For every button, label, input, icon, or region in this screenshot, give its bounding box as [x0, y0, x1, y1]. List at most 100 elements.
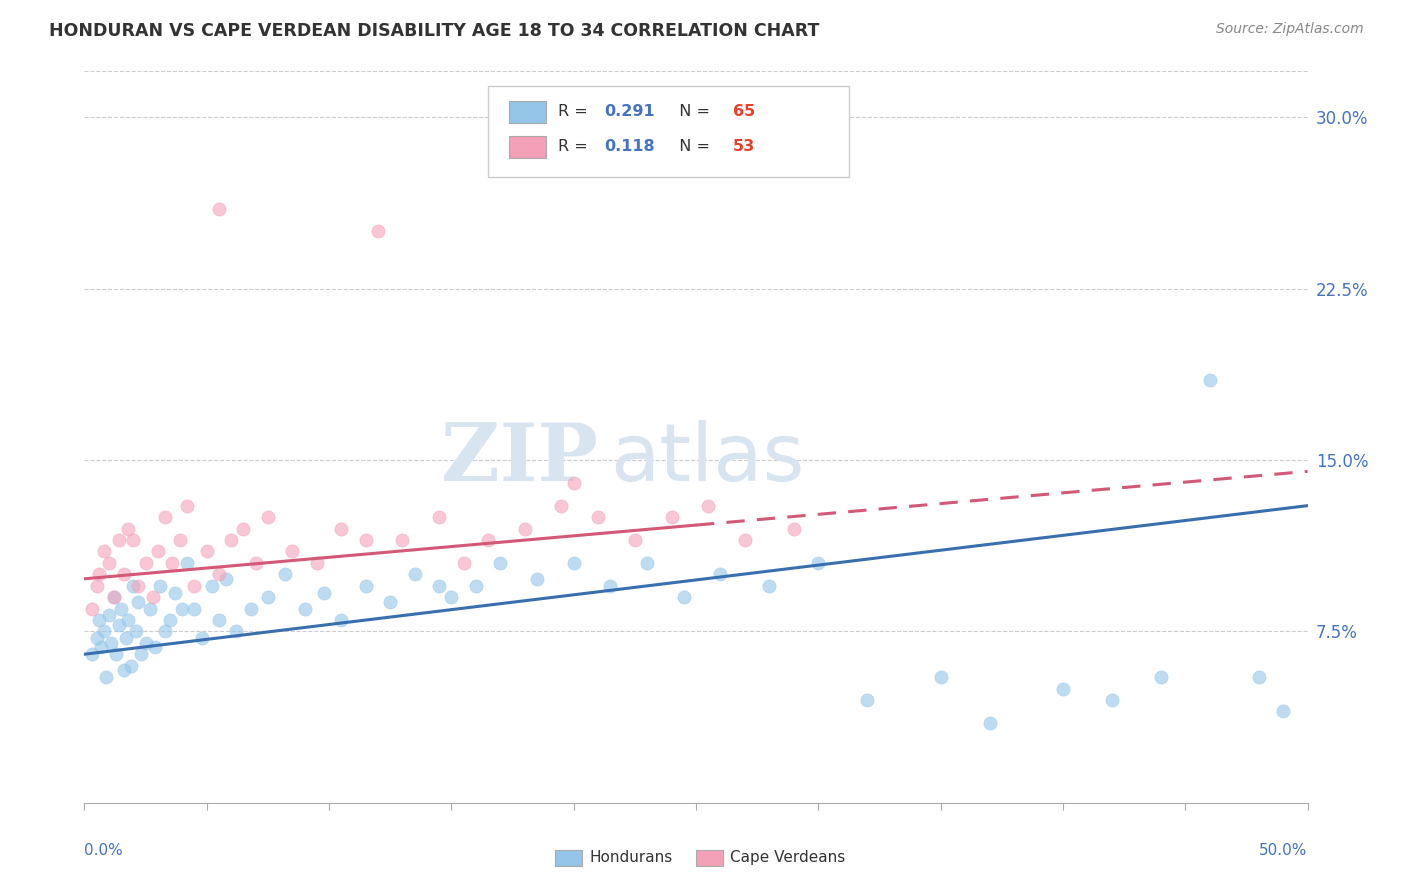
- Point: [856, 693, 879, 707]
- Point: [97, 556, 120, 570]
- Point: [550, 499, 572, 513]
- Point: [135, 636, 157, 650]
- Point: [208, 613, 231, 627]
- Point: [281, 544, 304, 558]
- Point: [215, 572, 238, 586]
- Point: [477, 533, 499, 547]
- Point: [219, 533, 242, 547]
- Point: [427, 579, 450, 593]
- Point: [125, 624, 148, 639]
- Point: [257, 590, 280, 604]
- Point: [149, 579, 172, 593]
- Point: [139, 601, 162, 615]
- Point: [86, 579, 108, 593]
- Point: [87, 613, 110, 627]
- Point: [163, 585, 186, 599]
- Point: [709, 567, 731, 582]
- Point: [117, 521, 139, 535]
- Point: [135, 556, 157, 570]
- Point: [129, 647, 152, 661]
- Point: [93, 544, 115, 558]
- Text: 0.0%: 0.0%: [84, 843, 124, 858]
- Point: [172, 601, 194, 615]
- Point: [305, 556, 328, 570]
- Point: [110, 601, 132, 615]
- Point: [257, 510, 280, 524]
- Point: [1101, 693, 1123, 707]
- Point: [380, 594, 402, 608]
- Point: [162, 556, 184, 570]
- Text: R =: R =: [558, 139, 592, 154]
- Point: [191, 632, 214, 646]
- Point: [427, 510, 450, 524]
- Point: [176, 556, 198, 570]
- FancyBboxPatch shape: [696, 850, 723, 866]
- Point: [122, 533, 145, 547]
- Point: [979, 715, 1001, 730]
- Point: [80, 601, 103, 615]
- Point: [176, 499, 198, 513]
- Point: [697, 499, 720, 513]
- Point: [112, 567, 135, 582]
- Point: [367, 224, 389, 238]
- Point: [758, 579, 780, 593]
- Point: [562, 475, 585, 490]
- Text: N =: N =: [669, 104, 716, 120]
- Text: R =: R =: [558, 104, 592, 120]
- Text: Source: ZipAtlas.com: Source: ZipAtlas.com: [1216, 22, 1364, 37]
- Point: [624, 533, 647, 547]
- Point: [464, 579, 486, 593]
- Point: [146, 544, 169, 558]
- Point: [159, 613, 181, 627]
- Point: [672, 590, 695, 604]
- Text: Hondurans: Hondurans: [589, 850, 673, 865]
- Point: [1247, 670, 1270, 684]
- Point: [599, 579, 621, 593]
- Text: 0.291: 0.291: [605, 104, 655, 120]
- Point: [513, 521, 536, 535]
- FancyBboxPatch shape: [509, 136, 546, 159]
- Point: [586, 510, 609, 524]
- Point: [183, 579, 205, 593]
- Point: [127, 594, 149, 608]
- Point: [153, 510, 176, 524]
- Point: [122, 579, 145, 593]
- Text: N =: N =: [669, 139, 716, 154]
- Text: 50.0%: 50.0%: [1260, 843, 1308, 858]
- Point: [103, 590, 125, 604]
- Point: [93, 624, 115, 639]
- Point: [489, 556, 512, 570]
- Text: atlas: atlas: [610, 420, 804, 498]
- Point: [453, 556, 475, 570]
- FancyBboxPatch shape: [488, 86, 849, 178]
- Text: 65: 65: [733, 104, 755, 120]
- Point: [314, 585, 336, 599]
- Point: [1052, 681, 1074, 696]
- Text: ZIP: ZIP: [441, 420, 598, 498]
- Point: [100, 636, 122, 650]
- Point: [440, 590, 463, 604]
- Point: [120, 658, 142, 673]
- Point: [929, 670, 952, 684]
- Point: [783, 521, 806, 535]
- Point: [103, 590, 125, 604]
- Point: [208, 567, 231, 582]
- Point: [112, 663, 135, 677]
- Point: [107, 533, 129, 547]
- Point: [96, 670, 118, 684]
- Point: [1150, 670, 1173, 684]
- Point: [245, 556, 267, 570]
- Text: 53: 53: [733, 139, 755, 154]
- Point: [86, 632, 108, 646]
- Point: [526, 572, 548, 586]
- Point: [153, 624, 176, 639]
- Point: [294, 601, 316, 615]
- Point: [200, 579, 222, 593]
- Point: [734, 533, 756, 547]
- Point: [391, 533, 413, 547]
- Text: Cape Verdeans: Cape Verdeans: [730, 850, 845, 865]
- Point: [90, 640, 112, 655]
- FancyBboxPatch shape: [555, 850, 582, 866]
- Text: 0.118: 0.118: [605, 139, 655, 154]
- Point: [208, 202, 231, 216]
